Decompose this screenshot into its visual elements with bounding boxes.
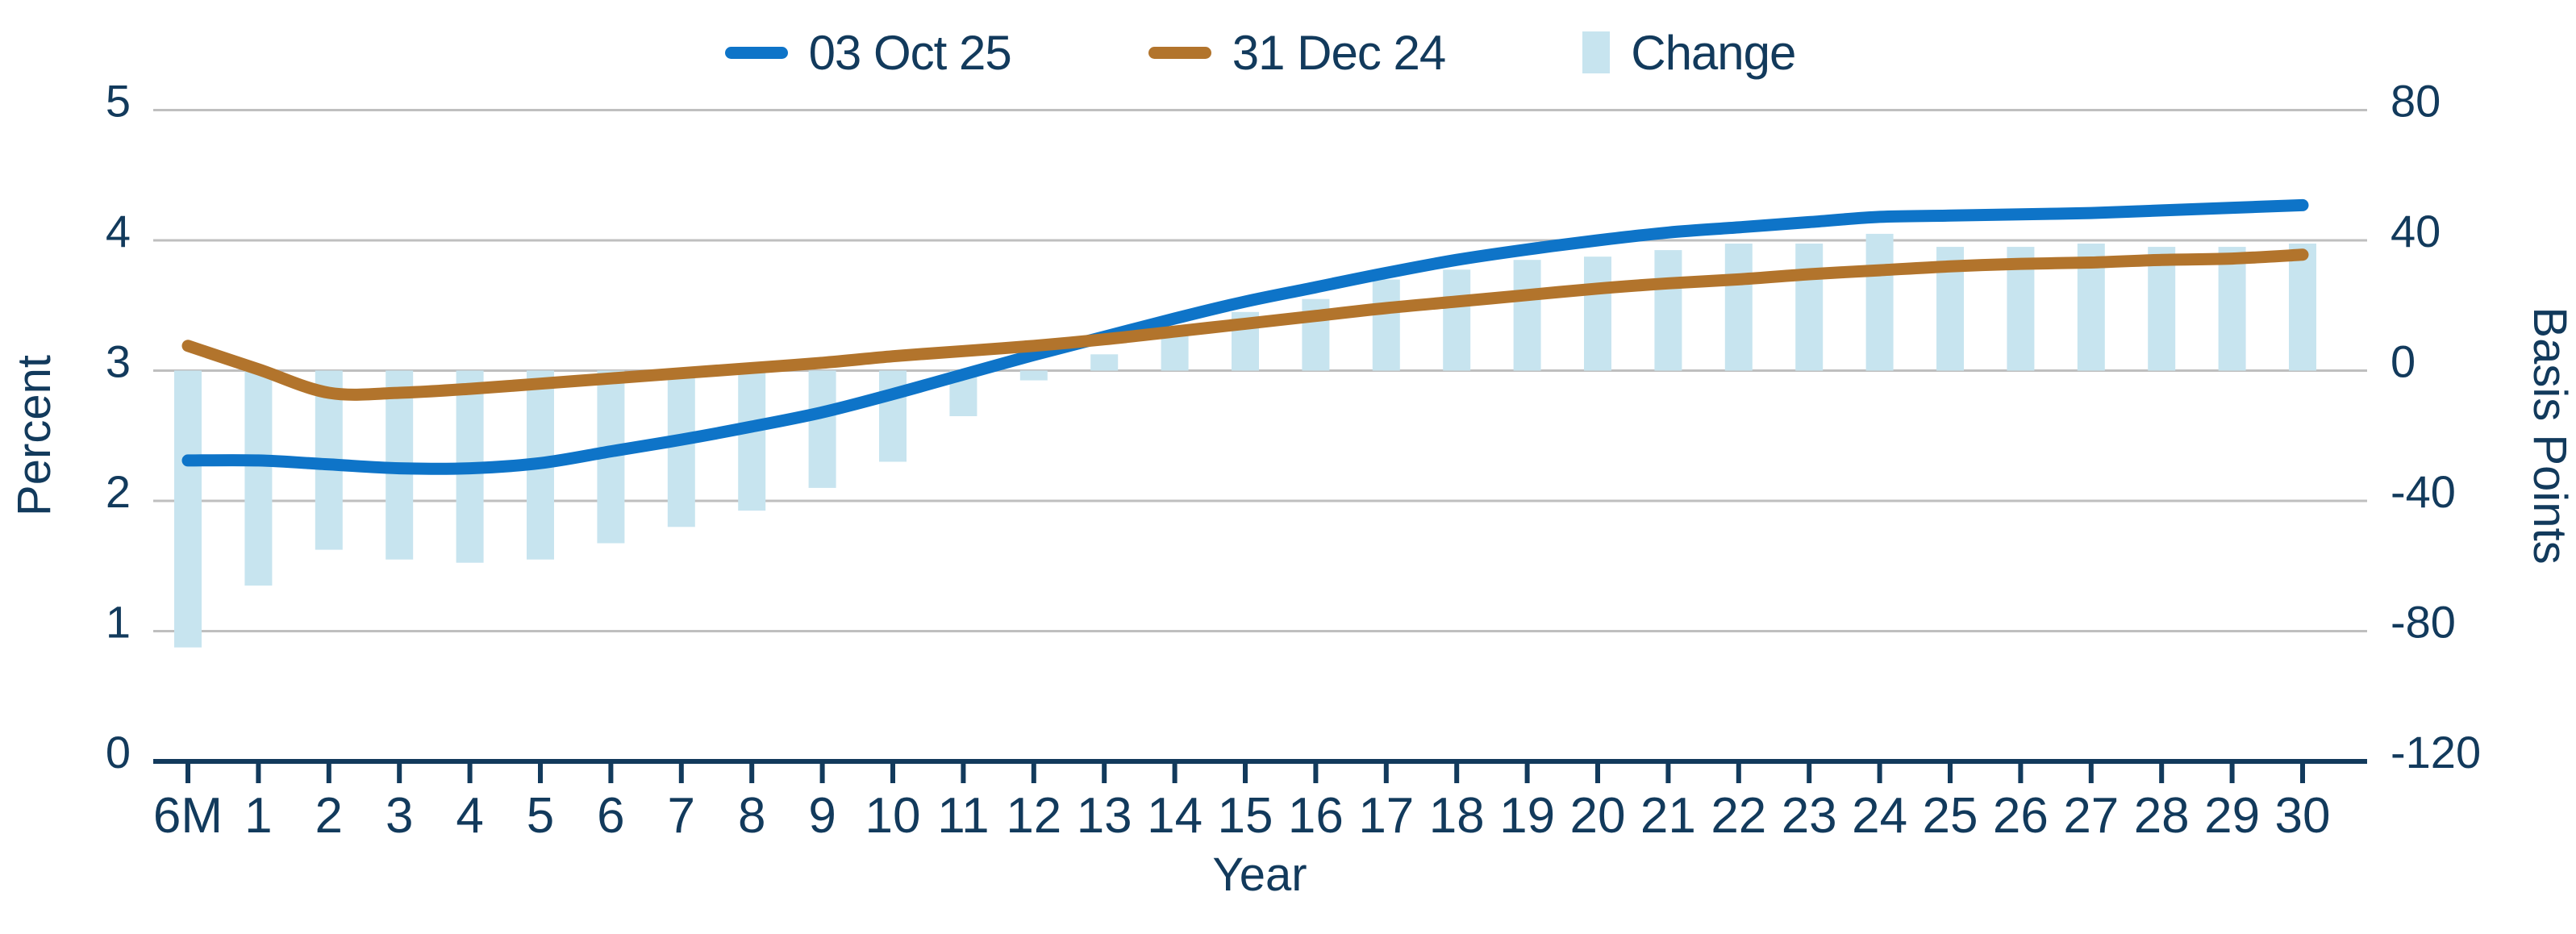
svg-text:24: 24 (1852, 788, 1907, 844)
legend-item-curve-03-oct-25: 03 Oct 25 (724, 25, 1012, 81)
svg-text:14: 14 (1147, 788, 1203, 844)
svg-text:11: 11 (937, 788, 989, 844)
svg-text:13: 13 (1077, 788, 1132, 844)
y-axis-right-title: Basis Points (2524, 306, 2576, 564)
line-31-dec-24 (181, 248, 2309, 401)
line-swatch-03-oct-25-icon (724, 46, 788, 59)
svg-text:0: 0 (2391, 336, 2416, 387)
bar-swatch-change-icon (1582, 31, 1611, 73)
line-03-oct-25 (181, 198, 2309, 475)
svg-text:12: 12 (1006, 788, 1061, 844)
svg-text:25: 25 (1923, 788, 1978, 844)
svg-text:29: 29 (2204, 788, 2260, 844)
svg-text:8: 8 (738, 788, 765, 844)
svg-text:10: 10 (865, 788, 921, 844)
svg-text:18: 18 (1429, 788, 1485, 844)
x-axis (153, 759, 2367, 783)
svg-text:3: 3 (106, 336, 131, 387)
svg-text:23: 23 (1782, 788, 1837, 844)
svg-text:3: 3 (386, 788, 413, 844)
svg-text:9: 9 (808, 788, 836, 844)
legend-label-change: Change (1631, 25, 1796, 80)
svg-text:17: 17 (1358, 788, 1414, 844)
chart-legend: 03 Oct 25 31 Dec 24 Change (153, 24, 2367, 81)
svg-text:1: 1 (244, 788, 272, 844)
svg-text:6M: 6M (153, 788, 223, 844)
y-axis-left: 5 4 3 2 1 0 (106, 76, 131, 778)
gridlines (153, 109, 2367, 632)
legend-item-change: Change (1582, 25, 1796, 81)
svg-text:2: 2 (315, 788, 343, 844)
x-axis-labels: 6M 1 2 3 4 5 6 7 8 9 10 11 12 13 14 15 16 17 18 19 20 21 22 23 2… (153, 788, 2331, 844)
svg-text:-40: -40 (2391, 466, 2456, 517)
y-axis-right: 80 40 0 -40 -80 -120 (2391, 76, 2481, 778)
svg-text:5: 5 (527, 788, 554, 844)
svg-text:80: 80 (2391, 76, 2441, 127)
y-axis-left-title: Percent (8, 355, 60, 516)
svg-text:0: 0 (106, 727, 131, 778)
svg-text:1: 1 (106, 597, 131, 648)
svg-text:4: 4 (106, 206, 131, 256)
svg-text:27: 27 (2063, 788, 2119, 844)
svg-text:6: 6 (597, 788, 624, 844)
svg-text:19: 19 (1499, 788, 1555, 844)
svg-text:22: 22 (1711, 788, 1766, 844)
x-axis-title: Year (1212, 849, 1307, 901)
line-swatch-31-dec-24-icon (1148, 46, 1211, 59)
legend-label-31-dec-24: 31 Dec 24 (1232, 25, 1447, 80)
svg-text:2: 2 (106, 466, 131, 517)
svg-text:20: 20 (1570, 788, 1626, 844)
svg-text:26: 26 (1993, 788, 2049, 844)
legend-label-03-oct-25: 03 Oct 25 (808, 25, 1012, 80)
svg-text:-80: -80 (2391, 597, 2456, 648)
svg-text:40: 40 (2391, 206, 2441, 256)
svg-text:5: 5 (106, 76, 131, 127)
legend-item-curve-31-dec-24: 31 Dec 24 (1148, 25, 1446, 81)
svg-text:15: 15 (1218, 788, 1273, 844)
svg-text:-120: -120 (2391, 727, 2481, 778)
svg-text:7: 7 (668, 788, 695, 844)
svg-text:30: 30 (2275, 788, 2331, 844)
svg-text:28: 28 (2134, 788, 2190, 844)
svg-text:16: 16 (1288, 788, 1344, 844)
svg-text:4: 4 (456, 788, 483, 844)
svg-text:21: 21 (1640, 788, 1696, 844)
